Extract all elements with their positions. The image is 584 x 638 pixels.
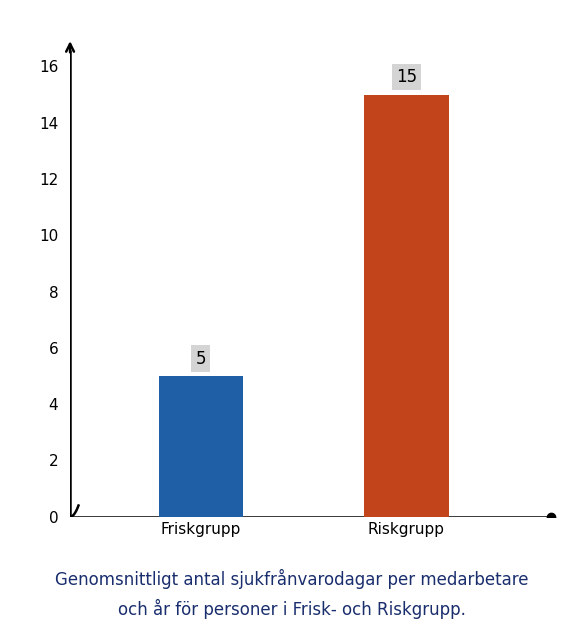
Bar — [364, 94, 449, 517]
Text: Genomsnittligt antal sjukfrånvarodagar per medarbetare
och år för personer i Fri: Genomsnittligt antal sjukfrånvarodagar p… — [55, 569, 529, 619]
Text: 15: 15 — [396, 68, 417, 86]
Bar — [159, 376, 243, 517]
Text: 5: 5 — [196, 350, 206, 367]
